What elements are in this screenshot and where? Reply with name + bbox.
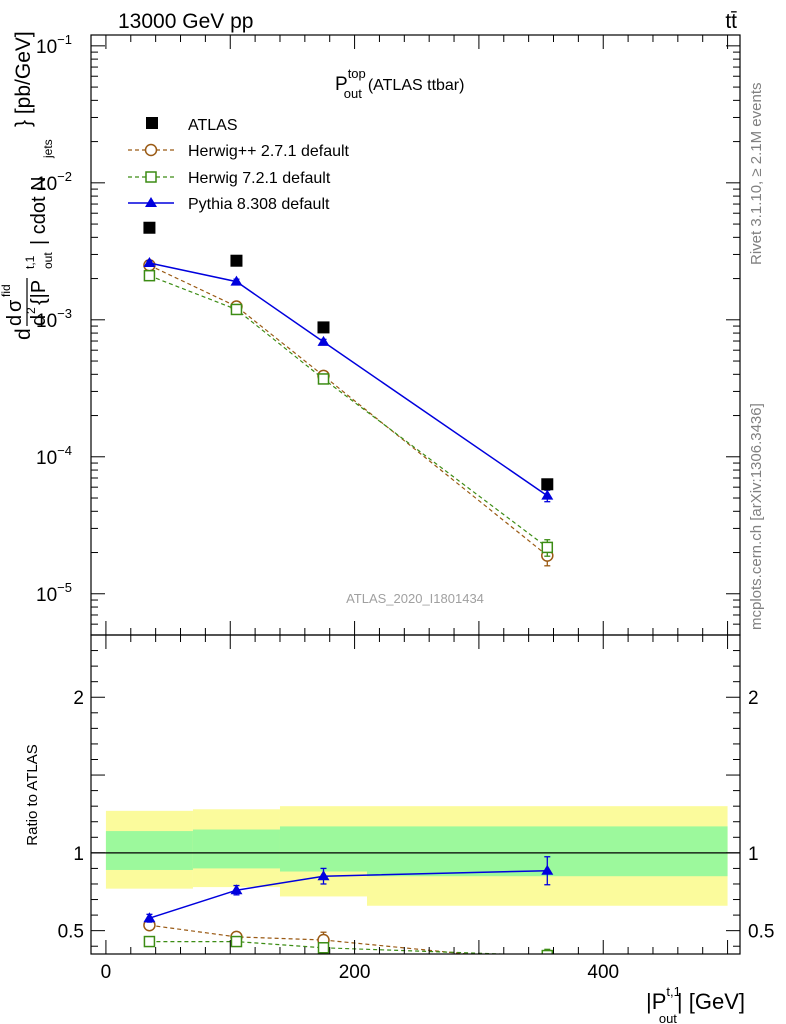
legend-label-pythia: Pythia 8.308 default (188, 196, 330, 213)
ratio-y-tick-label-right: 0.5 (748, 922, 774, 943)
y-tick-label: 10−1 (36, 32, 72, 58)
legend-label-herwigpp: Herwig++ 2.7.1 default (188, 143, 350, 160)
data-point-atlas (230, 254, 243, 267)
inner-uncertainty-band (192, 829, 280, 869)
ratio-y-tick-label-right: 1 (748, 844, 759, 865)
ratio-y-tick-label-left: 0.5 (58, 922, 84, 943)
data-point-herwig-7-2-1-default (230, 935, 243, 948)
legend-marker-herwigpp (144, 143, 158, 157)
x-tick-label: 200 (339, 962, 371, 983)
y-tick-label: 10−5 (36, 580, 72, 606)
x-tick-label: 400 (587, 962, 619, 983)
y-axis-label: d d σ fid d 2 {|P t,1 out | cdot N jets … (0, 31, 55, 340)
x-axis-label: |Pt,1 out| [GeV] (646, 984, 745, 1024)
series-line-pythia-8-308-default (149, 262, 548, 497)
data-point-pythia-8-308-default (317, 335, 330, 346)
svg-text:d: d (4, 315, 26, 326)
energy-label: 13000 GeV pp (118, 10, 253, 33)
data-point-herwig-2-7-1-default (542, 956, 553, 967)
y-tick-label: 10−3 (36, 306, 72, 332)
data-point-herwig-7-2-1-default (541, 949, 554, 954)
ratio-frame (90, 634, 741, 955)
series-line-herwig-7-2-1-default (149, 940, 519, 954)
x-tick-label: 0 (101, 962, 112, 983)
legend-marker-pythia (145, 197, 157, 207)
series-line-herwig-2-7-1-default (149, 264, 548, 557)
data-point-pythia-8-308-default (541, 489, 554, 500)
data-point-herwig-7-2-1-default (317, 373, 330, 385)
svg-text:σ: σ (4, 299, 26, 312)
data-point-pythia-8-308-default (541, 864, 554, 875)
series-line-herwig-7-2-1-default (149, 275, 548, 548)
svg-text:d: d (28, 315, 50, 326)
svg-text:out: out (41, 252, 55, 269)
legend: ATLAS Herwig++ 2.7.1 default Herwig 7.2.… (128, 117, 350, 213)
main-panel: 10−1 10−2 10−3 10−4 10−5 Ptop out (ATLAS ttbar… (0, 31, 741, 636)
main-series-layer (143, 221, 554, 567)
ratio-y-tick-label-right: 2 (748, 688, 759, 709)
data-point-pythia-8-308-default (143, 256, 156, 267)
series-line-herwig-2-7-1-default (149, 924, 474, 954)
svg-text:} [pb/GeV]: } [pb/GeV] (12, 31, 35, 127)
analysis-watermark: ATLAS_2020_I1801434 (346, 591, 484, 606)
data-point-pythia-8-308-default (143, 912, 156, 923)
ratio-panel: 0.5 0.5 1 1 2 2 0 200 400 Ratio to ATLAS |Pt,1 ou… (24, 634, 774, 1024)
data-point-atlas (317, 321, 330, 334)
data-point-atlas (143, 221, 156, 234)
legend-marker-herwig7 (145, 171, 157, 183)
inner-uncertainty-band (279, 826, 368, 872)
mcplots-label: mcplots.cern.ch [arXiv:1306.3436] (748, 403, 765, 630)
data-point-herwig-7-2-1-default (143, 269, 156, 282)
svg-text:2: 2 (24, 307, 38, 314)
process-label: tt̄ (725, 10, 737, 33)
chart-title: Ptop out (ATLAS ttbar) (335, 66, 464, 101)
main-ticks: 10−1 10−2 10−3 10−4 10−5 (36, 32, 740, 635)
rivet-version-label: Rivet 3.1.10, ≥ 2.1M events (748, 83, 765, 266)
ratio-series-layer (143, 856, 554, 967)
legend-label-atlas: ATLAS (188, 117, 238, 134)
uncertainty-bands (91, 806, 740, 906)
ratio-y-tick-label-left: 1 (73, 844, 84, 865)
data-point-herwig-7-2-1-default (317, 942, 330, 954)
ratio-ticks: 0.5 0.5 1 1 2 2 0 200 400 (58, 634, 774, 983)
data-point-pythia-8-308-default (230, 884, 243, 895)
svg-text:d: d (12, 328, 35, 340)
legend-label-herwig7: Herwig 7.2.1 default (188, 170, 331, 187)
series-line-pythia-8-308-default (149, 869, 548, 919)
svg-text:| cdot N: | cdot N (28, 176, 50, 245)
data-point-herwig-7-2-1-default (143, 935, 156, 948)
svg-text:t,1: t,1 (23, 255, 37, 269)
legend-marker-atlas (146, 117, 158, 129)
inner-uncertainty-band (105, 831, 193, 870)
y-tick-label: 10−2 (36, 169, 72, 195)
data-point-atlas (541, 478, 554, 491)
ratio-y-tick-label-left: 2 (73, 688, 84, 709)
ratio-y-label: Ratio to ATLAS (24, 744, 41, 845)
data-point-herwig-7-2-1-default (541, 541, 554, 554)
data-point-herwig-7-2-1-default (230, 303, 243, 316)
svg-text:fid: fid (0, 284, 13, 297)
svg-text:{|P: {|P (28, 280, 50, 305)
data-point-pythia-8-308-default (317, 870, 330, 881)
y-tick-label: 10−4 (36, 443, 72, 469)
svg-text:jets: jets (41, 139, 55, 159)
data-point-pythia-8-308-default (230, 275, 243, 286)
